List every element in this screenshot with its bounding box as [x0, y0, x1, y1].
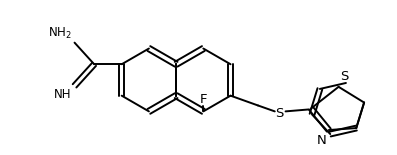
Text: NH: NH: [54, 88, 71, 101]
Text: S: S: [276, 107, 284, 120]
Text: S: S: [341, 70, 349, 83]
Text: N: N: [317, 134, 327, 147]
Text: NH$_2$: NH$_2$: [48, 26, 71, 41]
Text: F: F: [200, 93, 207, 106]
